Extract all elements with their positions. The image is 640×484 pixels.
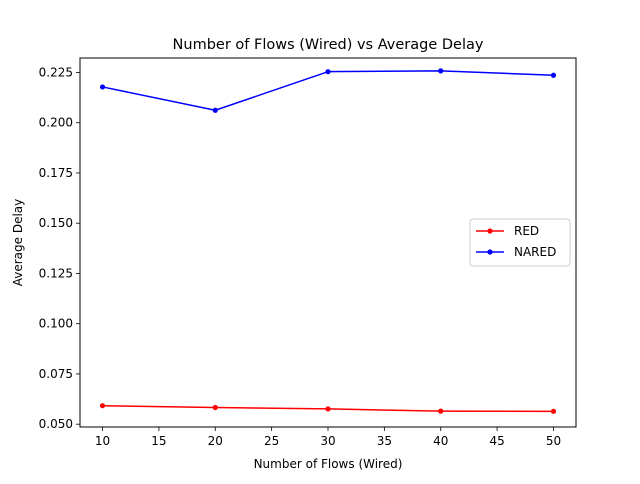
x-axis-label: Number of Flows (Wired) — [254, 457, 403, 471]
y-tick-label: 0.200 — [39, 116, 73, 130]
data-point-nared — [550, 72, 557, 78]
legend-marker-red — [487, 228, 493, 234]
y-tick-label: 0.125 — [39, 266, 73, 280]
x-tick-label: 15 — [151, 434, 166, 448]
y-tick-label: 0.175 — [39, 166, 73, 180]
plot-area: 10 15 20 25 30 35 40 45 50 0.050 0.075 0.100 0.125 0.… — [39, 57, 577, 448]
x-tick-label: 20 — [208, 434, 223, 448]
x-tick-label: 50 — [546, 434, 561, 448]
data-point-nared — [325, 69, 331, 75]
data-point-nared — [438, 68, 444, 74]
legend-marker-nared — [487, 249, 493, 255]
x-tick-label: 40 — [433, 434, 448, 448]
x-tick-label: 25 — [264, 434, 279, 448]
y-tick-label: 0.075 — [39, 367, 73, 381]
chart-title: Number of Flows (Wired) vs Average Delay — [173, 37, 484, 53]
y-tick-label: 0.150 — [39, 216, 73, 230]
legend: RED NARED — [469, 218, 571, 267]
data-point-nared — [99, 84, 106, 90]
data-point-nared — [212, 107, 218, 113]
data-point-red — [99, 403, 106, 409]
data-point-red — [325, 406, 331, 412]
data-point-red — [212, 404, 218, 411]
y-tick-label: 0.225 — [39, 65, 73, 79]
y-axis-label: Average Delay — [11, 199, 25, 287]
data-point-red — [550, 408, 557, 414]
y-tick-label: 0.100 — [39, 317, 73, 331]
x-tick-label: 30 — [320, 434, 335, 448]
legend-label-nared: NARED — [514, 245, 556, 259]
y-tick-label: 0.050 — [39, 417, 73, 431]
x-tick-label: 10 — [95, 434, 110, 448]
series-line-nared — [102, 70, 554, 111]
data-point-red — [438, 408, 444, 414]
x-tick-label: 45 — [489, 434, 504, 448]
legend-label-red: RED — [514, 224, 539, 238]
x-tick-label: 35 — [377, 434, 392, 448]
